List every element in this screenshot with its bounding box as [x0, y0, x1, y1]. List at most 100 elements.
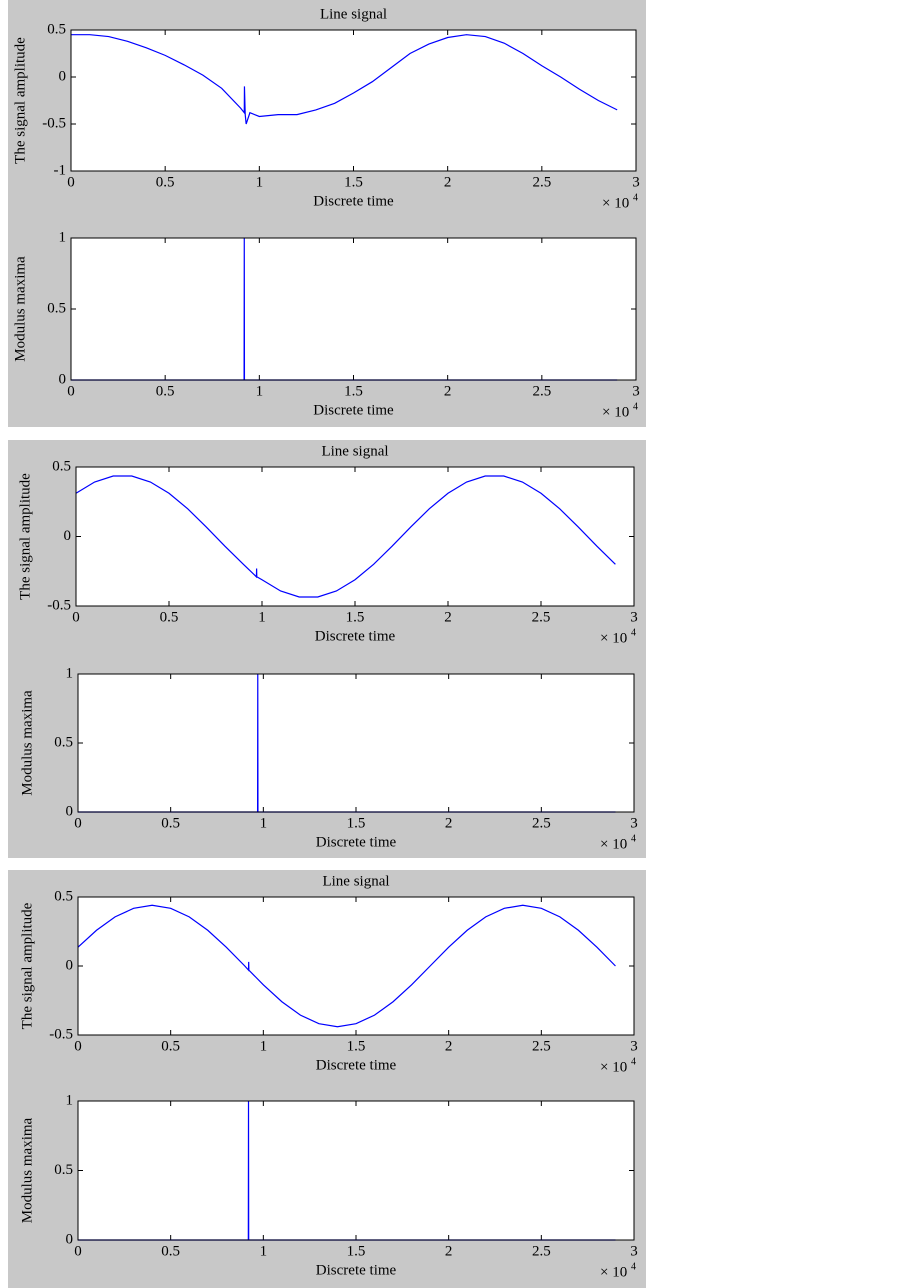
x-tick-label: 0 — [67, 174, 75, 190]
y-tick-label: 0.5 — [47, 300, 66, 316]
x-scale-label: × 10 — [600, 1059, 627, 1075]
y-axis-label: Modulus maxima — [19, 1117, 35, 1223]
x-tick-label: 0 — [74, 815, 82, 831]
y-tick-label: 0.5 — [47, 21, 66, 37]
x-tick-label: 0.5 — [161, 1038, 180, 1054]
x-axis-label: Discrete time — [316, 834, 397, 850]
x-tick-label: 2 — [445, 815, 453, 831]
signal-line — [71, 34, 618, 125]
y-tick-label: 1 — [66, 665, 74, 681]
x-tick-label: 2.5 — [532, 383, 551, 399]
y-axis-label: The signal amplitude — [12, 37, 28, 164]
y-axis-label: The signal amplitude — [17, 473, 33, 600]
x-tick-label: 0 — [72, 609, 80, 625]
x-tick-label: 1.5 — [346, 609, 365, 625]
y-tick-label: -0.5 — [47, 597, 71, 613]
chart-title: Line signal — [320, 6, 387, 22]
x-tick-label: 0 — [67, 383, 75, 399]
plot-area — [78, 897, 634, 1035]
x-tick-label: 0.5 — [161, 815, 180, 831]
x-tick-label: 1.5 — [347, 815, 366, 831]
x-tick-label: 0.5 — [156, 383, 175, 399]
x-tick-label: 1 — [260, 1243, 268, 1259]
x-scale-exponent: 4 — [631, 833, 636, 844]
plot-frame — [77, 673, 635, 813]
signal-line — [75, 475, 616, 598]
x-scale-label: × 10 — [602, 404, 629, 420]
y-tick-label: 0 — [59, 371, 67, 387]
x-scale-exponent: 4 — [633, 192, 638, 203]
y-tick-label: 0 — [66, 1231, 74, 1247]
y-tick-label: 0.5 — [52, 458, 71, 474]
x-scale-exponent: 4 — [631, 1261, 636, 1272]
signal-line — [77, 904, 616, 1028]
x-axis-label: Discrete time — [315, 628, 396, 644]
y-tick-label: -1 — [54, 162, 67, 178]
x-tick-label: 0 — [74, 1038, 82, 1054]
chart-title: Line signal — [322, 873, 389, 889]
x-tick-label: 1.5 — [344, 383, 363, 399]
x-tick-label: 3 — [632, 174, 640, 190]
x-tick-label: 2 — [445, 1038, 453, 1054]
plot-frame — [77, 1100, 635, 1241]
y-tick-label: 0.5 — [54, 734, 73, 750]
x-tick-label: 3 — [630, 1038, 638, 1054]
x-tick-label: 3 — [632, 383, 640, 399]
y-tick-label: -0.5 — [49, 1026, 73, 1042]
plot-frame — [77, 896, 635, 1036]
y-tick-label: 0 — [66, 803, 74, 819]
y-axis-label: Modulus maxima — [19, 690, 35, 796]
y-tick-label: -0.5 — [42, 115, 66, 131]
y-tick-label: 0 — [66, 957, 74, 973]
x-tick-label: 1.5 — [344, 174, 363, 190]
plot-frame — [75, 466, 635, 607]
x-tick-label: 2 — [444, 174, 452, 190]
y-tick-label: 0 — [64, 528, 72, 544]
x-tick-label: 2.5 — [532, 174, 551, 190]
x-tick-label: 1.5 — [347, 1243, 366, 1259]
x-tick-label: 2 — [444, 383, 452, 399]
x-tick-label: 2.5 — [532, 1243, 551, 1259]
x-tick-label: 1 — [256, 174, 264, 190]
x-tick-label: 2 — [445, 1243, 453, 1259]
x-tick-label: 1 — [256, 383, 264, 399]
y-tick-label: 0.5 — [54, 888, 73, 904]
plot-area — [78, 674, 634, 812]
plot-frame — [70, 237, 637, 381]
x-scale-label: × 10 — [600, 630, 627, 646]
y-tick-label: 1 — [59, 229, 67, 245]
x-scale-exponent: 4 — [633, 401, 638, 412]
x-tick-label: 0.5 — [161, 1243, 180, 1259]
x-tick-label: 2.5 — [532, 815, 551, 831]
y-axis-label: The signal amplitude — [19, 902, 35, 1029]
x-tick-label: 0.5 — [160, 609, 179, 625]
x-tick-label: 1 — [260, 815, 268, 831]
x-scale-label: × 10 — [600, 1264, 627, 1280]
x-axis-label: Discrete time — [316, 1057, 397, 1073]
x-scale-exponent: 4 — [631, 1056, 636, 1067]
x-tick-label: 3 — [630, 609, 638, 625]
plot-area — [71, 238, 636, 380]
x-tick-label: 0.5 — [156, 174, 175, 190]
y-tick-label: 0 — [59, 68, 67, 84]
x-axis-label: Discrete time — [313, 402, 394, 418]
x-tick-label: 0 — [74, 1243, 82, 1259]
plot-area — [76, 467, 634, 606]
x-axis-label: Discrete time — [313, 193, 394, 209]
y-tick-label: 0.5 — [54, 1162, 73, 1178]
plot-area — [78, 1101, 634, 1240]
x-tick-label: 3 — [630, 815, 638, 831]
x-axis-label: Discrete time — [316, 1262, 397, 1278]
x-tick-label: 2.5 — [532, 1038, 551, 1054]
y-tick-label: 1 — [66, 1092, 74, 1108]
x-tick-label: 1.5 — [347, 1038, 366, 1054]
x-scale-label: × 10 — [602, 195, 629, 211]
x-tick-label: 1 — [260, 1038, 268, 1054]
plot-area — [71, 30, 636, 171]
plot-frame — [70, 29, 637, 172]
x-scale-exponent: 4 — [631, 627, 636, 638]
y-axis-label: Modulus maxima — [12, 256, 28, 362]
x-tick-label: 2 — [444, 609, 452, 625]
x-tick-label: 3 — [630, 1243, 638, 1259]
